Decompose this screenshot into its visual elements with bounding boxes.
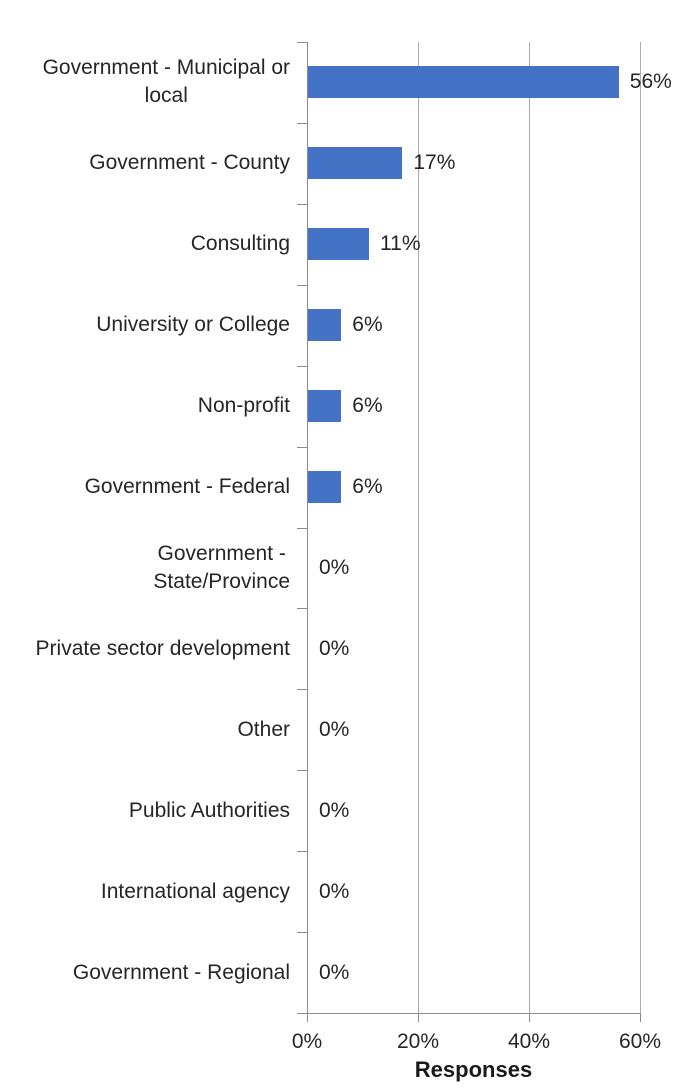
category-label: Government - Federal xyxy=(0,473,290,501)
category-label-text: Consulting xyxy=(190,232,290,256)
bar xyxy=(308,228,370,261)
category-label: Government - Municipal or local xyxy=(0,54,290,110)
bar xyxy=(308,471,342,504)
category-label: Government - State/Province xyxy=(0,540,290,596)
value-label: 56% xyxy=(629,70,672,94)
x-axis-line xyxy=(307,1013,641,1014)
y-axis-tick xyxy=(297,122,307,124)
y-axis-tick xyxy=(297,446,307,448)
value-label: 0% xyxy=(319,798,350,822)
x-tick-label: 0% xyxy=(291,1030,323,1053)
x-axis-tick xyxy=(529,1014,530,1022)
y-axis-tick xyxy=(297,608,307,610)
value-label: 0% xyxy=(319,879,350,903)
y-axis-tick xyxy=(297,42,307,43)
category-label-text: Private sector development xyxy=(35,636,290,660)
value-label: 0% xyxy=(319,636,350,660)
y-axis-tick xyxy=(297,365,307,367)
x-tick-label: 40% xyxy=(507,1030,551,1053)
y-axis-tick xyxy=(297,527,307,529)
gridline xyxy=(418,42,419,1013)
category-label-text: International agency xyxy=(100,879,290,903)
y-axis-tick xyxy=(297,203,307,205)
category-label: University or College xyxy=(0,311,290,339)
value-label: 6% xyxy=(352,394,383,418)
value-label: 11% xyxy=(380,232,421,256)
category-label: Government - County xyxy=(0,149,290,177)
gridline xyxy=(640,42,641,1013)
category-label-text: Government - State/Province xyxy=(153,541,290,593)
category-label-text: Public Authorities xyxy=(128,798,290,822)
category-label: Non-profit xyxy=(0,392,290,420)
x-tick-label: 20% xyxy=(396,1030,440,1053)
y-axis-tick xyxy=(297,689,307,691)
value-label: 17% xyxy=(413,151,456,175)
category-label-text: Government - County xyxy=(89,151,290,175)
x-tick-label: 60% xyxy=(618,1030,662,1053)
y-axis-tick xyxy=(297,932,307,934)
category-label: Public Authorities xyxy=(0,797,290,825)
category-label: Other xyxy=(0,716,290,744)
category-label-text: Government - Municipal or local xyxy=(42,56,290,108)
category-label-text: Other xyxy=(237,717,290,741)
category-label: International agency xyxy=(0,878,290,906)
category-label: Private sector development xyxy=(0,635,290,663)
category-label-text: Government - Regional xyxy=(72,960,290,984)
category-axis-labels: Government - Municipal or local Governmen… xyxy=(0,42,290,1013)
y-axis-tick xyxy=(297,284,307,286)
value-label: 6% xyxy=(352,475,383,499)
value-label: 0% xyxy=(319,555,350,579)
x-axis-tick xyxy=(640,1014,641,1022)
category-label-text: Non-profit xyxy=(197,394,290,418)
value-label: 0% xyxy=(319,960,350,984)
x-axis-tick xyxy=(418,1014,419,1022)
category-label-text: Government - Federal xyxy=(84,475,290,499)
y-axis-tick xyxy=(297,851,307,853)
bar xyxy=(308,66,619,99)
value-label: 0% xyxy=(319,717,350,741)
bar xyxy=(308,309,342,342)
y-axis-line xyxy=(307,42,308,1013)
bar xyxy=(308,147,403,180)
category-label-text: University or College xyxy=(96,313,290,337)
gridline xyxy=(529,42,530,1013)
category-label: Consulting xyxy=(0,230,290,258)
x-axis-title: Responses xyxy=(414,1057,533,1082)
bar xyxy=(308,390,342,423)
value-label: 6% xyxy=(352,313,383,337)
category-label: Government - Regional xyxy=(0,959,290,987)
plot-area: 56% 17% 11% 6% 6% 6% 0% 0% 0% 0% 0% 0% xyxy=(297,42,672,1014)
y-axis-tick xyxy=(297,770,307,772)
y-axis-tick xyxy=(297,1013,307,1014)
x-axis-tick xyxy=(307,1014,308,1022)
